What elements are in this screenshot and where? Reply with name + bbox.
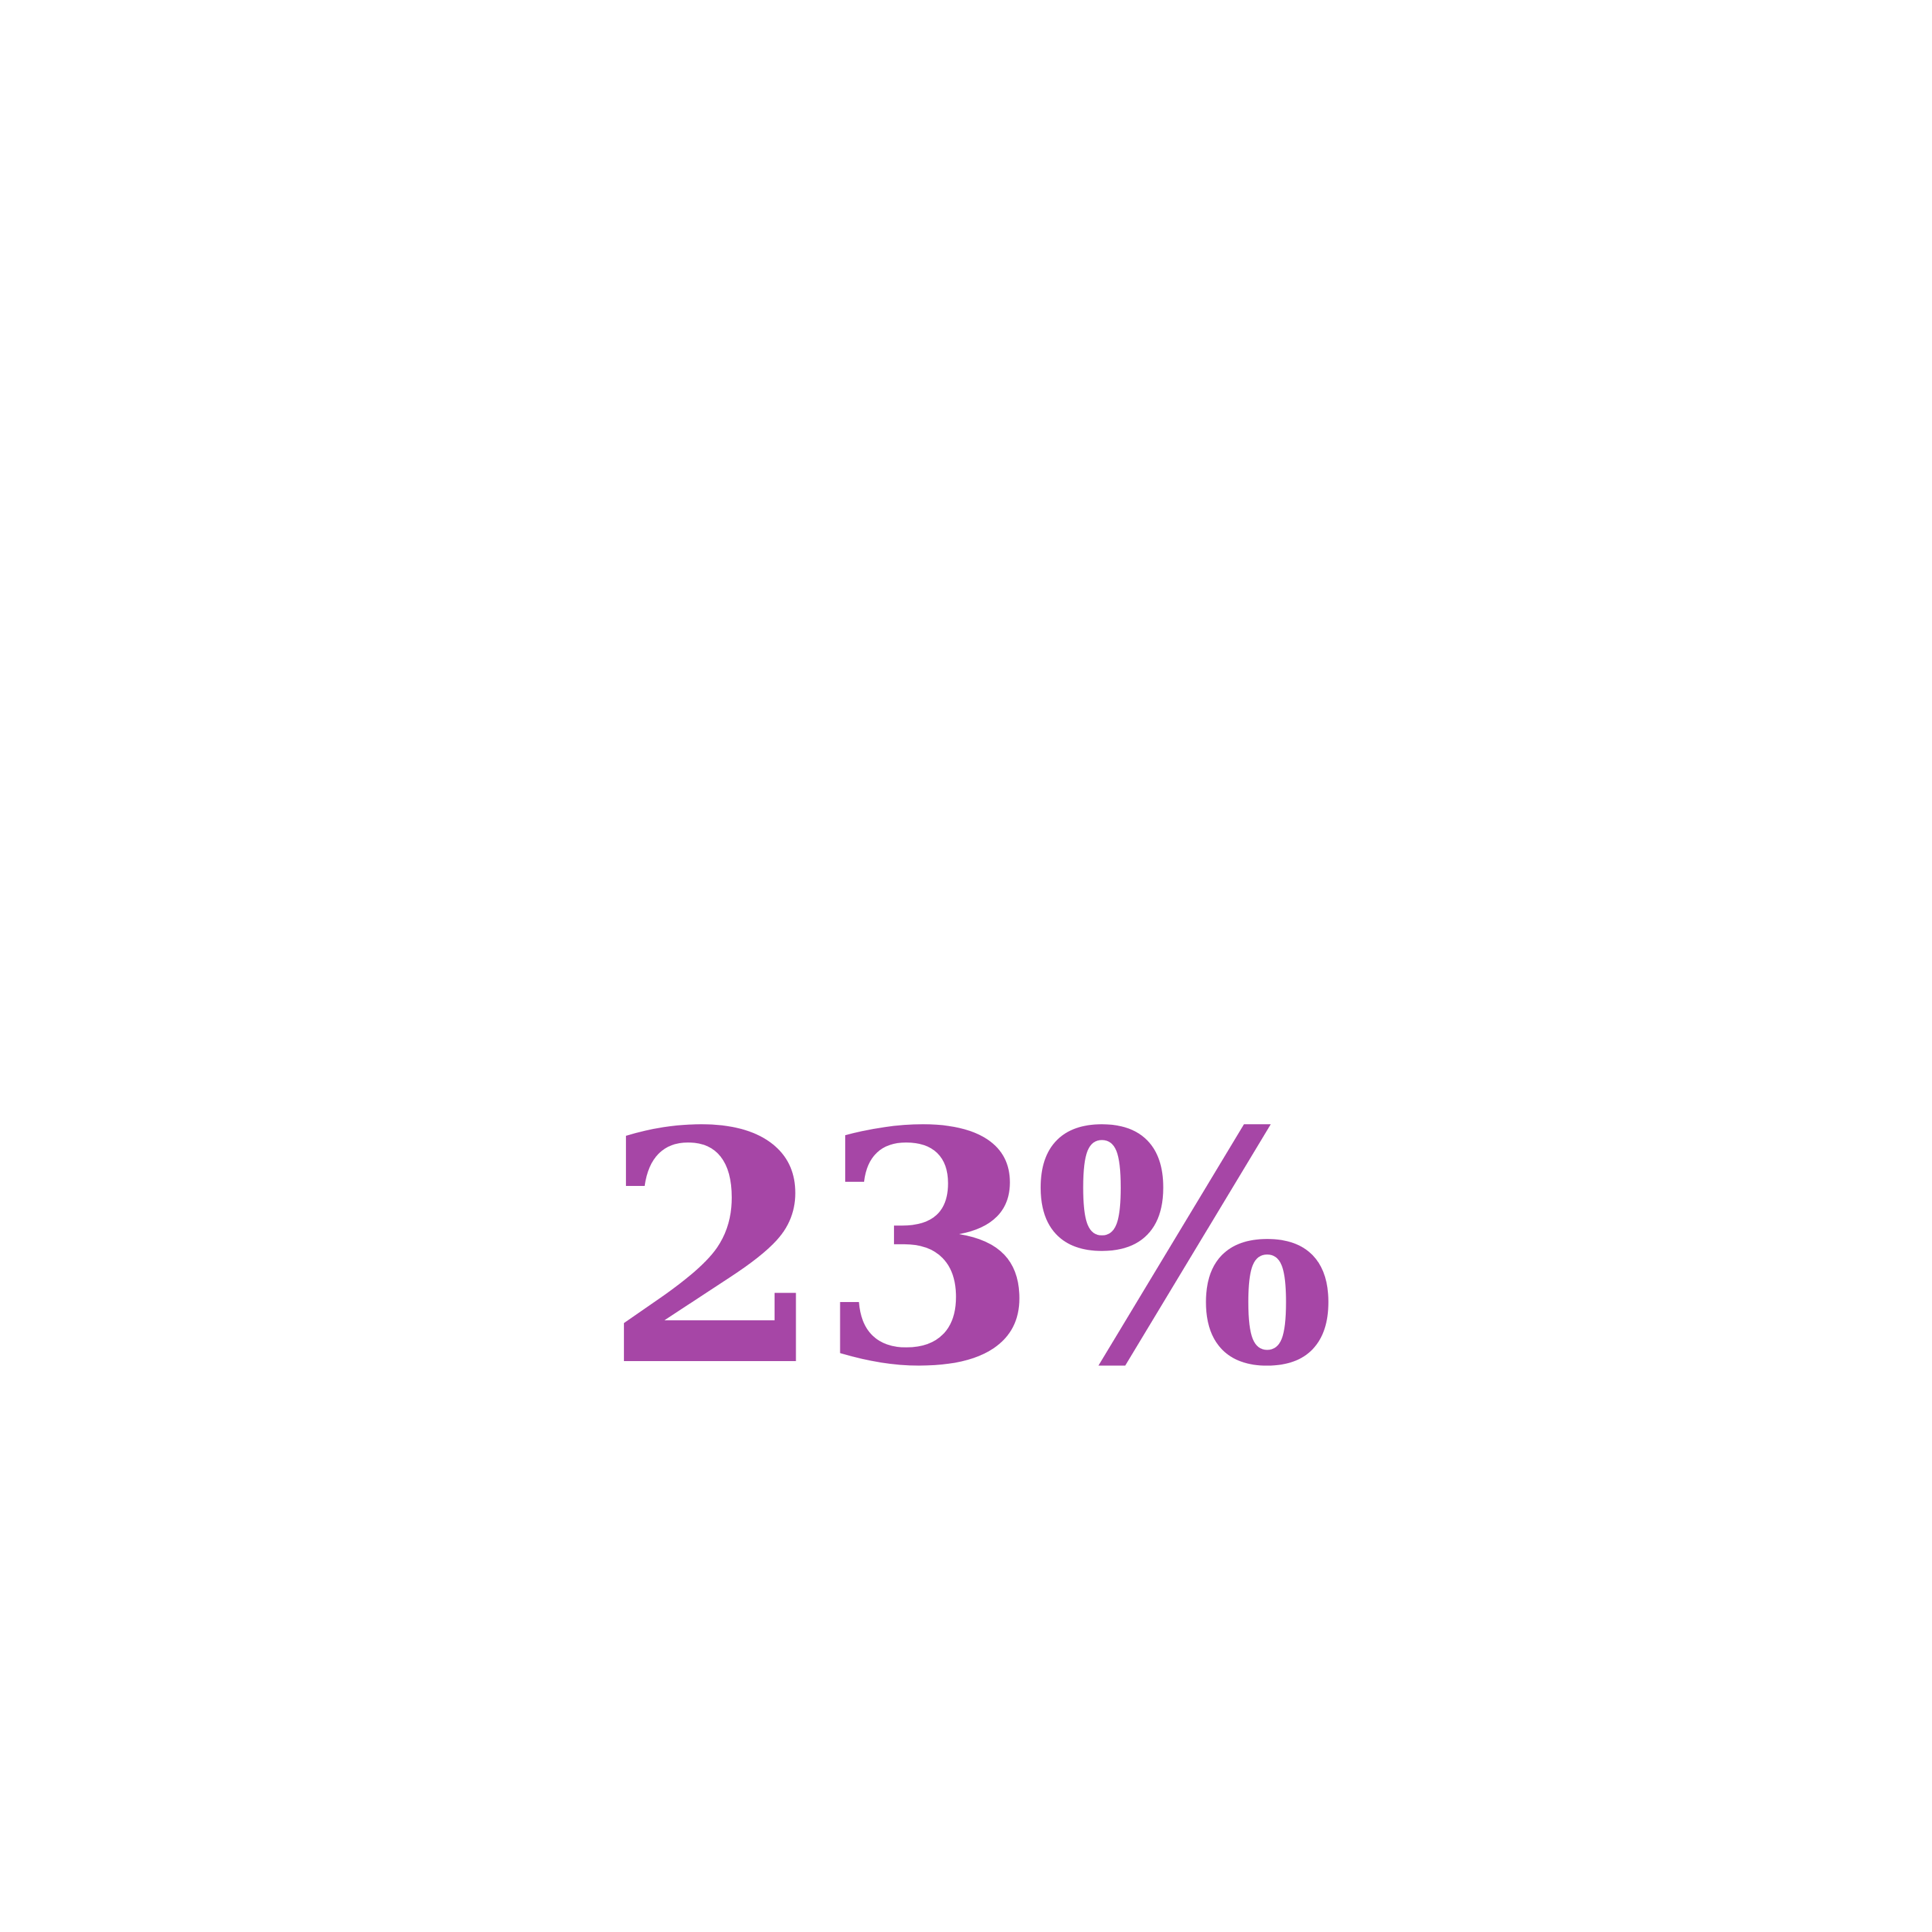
percentage-value: 23% xyxy=(602,1062,1337,1436)
